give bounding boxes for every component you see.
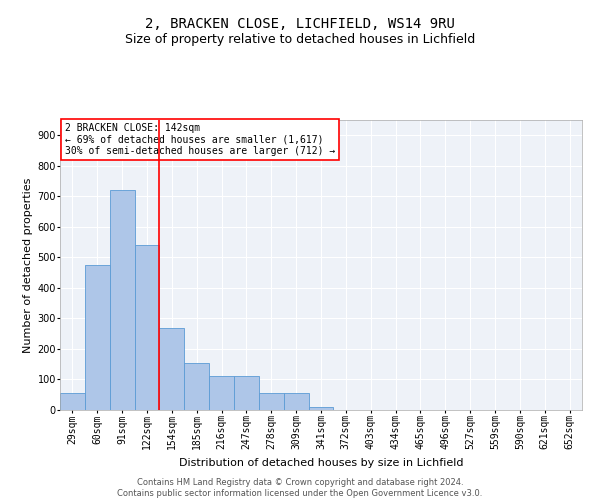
Text: 2, BRACKEN CLOSE, LICHFIELD, WS14 9RU: 2, BRACKEN CLOSE, LICHFIELD, WS14 9RU bbox=[145, 18, 455, 32]
Text: Size of property relative to detached houses in Lichfield: Size of property relative to detached ho… bbox=[125, 32, 475, 46]
Bar bbox=[234, 376, 259, 410]
Bar bbox=[60, 393, 85, 410]
Bar bbox=[284, 393, 308, 410]
Bar bbox=[184, 362, 209, 410]
Bar bbox=[259, 393, 284, 410]
Bar bbox=[85, 265, 110, 410]
Text: Contains HM Land Registry data © Crown copyright and database right 2024.
Contai: Contains HM Land Registry data © Crown c… bbox=[118, 478, 482, 498]
X-axis label: Distribution of detached houses by size in Lichfield: Distribution of detached houses by size … bbox=[179, 458, 463, 468]
Y-axis label: Number of detached properties: Number of detached properties bbox=[23, 178, 33, 352]
Bar bbox=[308, 407, 334, 410]
Bar bbox=[134, 245, 160, 410]
Bar bbox=[110, 190, 134, 410]
Bar bbox=[209, 376, 234, 410]
Bar bbox=[160, 328, 184, 410]
Text: 2 BRACKEN CLOSE: 142sqm
← 69% of detached houses are smaller (1,617)
30% of semi: 2 BRACKEN CLOSE: 142sqm ← 69% of detache… bbox=[65, 123, 335, 156]
